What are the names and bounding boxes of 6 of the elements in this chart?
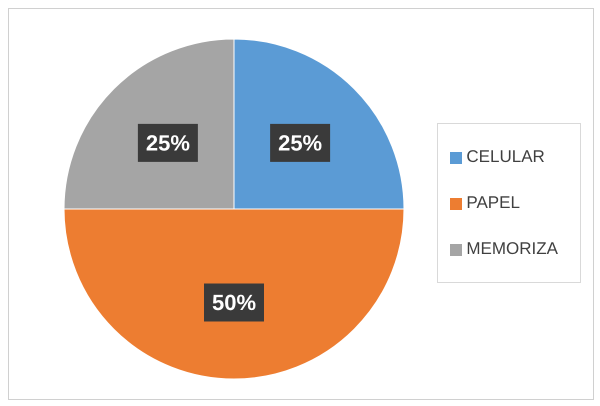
legend-label: MEMORIZA <box>466 239 558 258</box>
legend-label: CELULAR <box>466 147 545 166</box>
data-label: 50% <box>212 290 256 315</box>
legend-label: PAPEL <box>466 193 520 212</box>
data-label: 25% <box>278 130 322 156</box>
data-label: 25% <box>146 130 190 156</box>
